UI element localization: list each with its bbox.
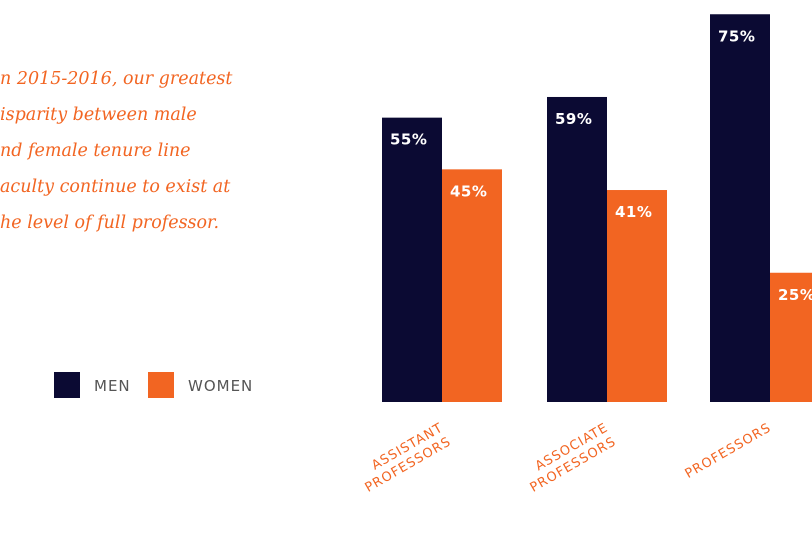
x-tick-label: PROFESSORS [683,420,774,481]
quote-line: he level of full professor. [0,213,219,233]
value-label: 41% [615,203,652,221]
legend-swatch [54,372,80,398]
bar [547,96,607,402]
quote-line: n 2015-2016, our greatest [0,69,233,89]
bar [710,14,770,402]
bar [382,117,442,403]
legend-label: MEN [94,377,131,395]
value-label: 55% [390,131,427,149]
value-label: 75% [718,27,755,45]
legend-label: WOMEN [188,377,253,395]
value-label: 59% [555,110,592,128]
quote-line: isparity between male [0,105,197,125]
legend-swatch [148,372,174,398]
quote-line: nd female tenure line [0,141,190,161]
value-label: 25% [778,286,812,304]
bar [770,272,812,402]
bar [442,169,502,402]
quote-line: aculty continue to exist at [0,177,231,197]
bar [607,190,667,402]
value-label: 45% [450,182,487,200]
